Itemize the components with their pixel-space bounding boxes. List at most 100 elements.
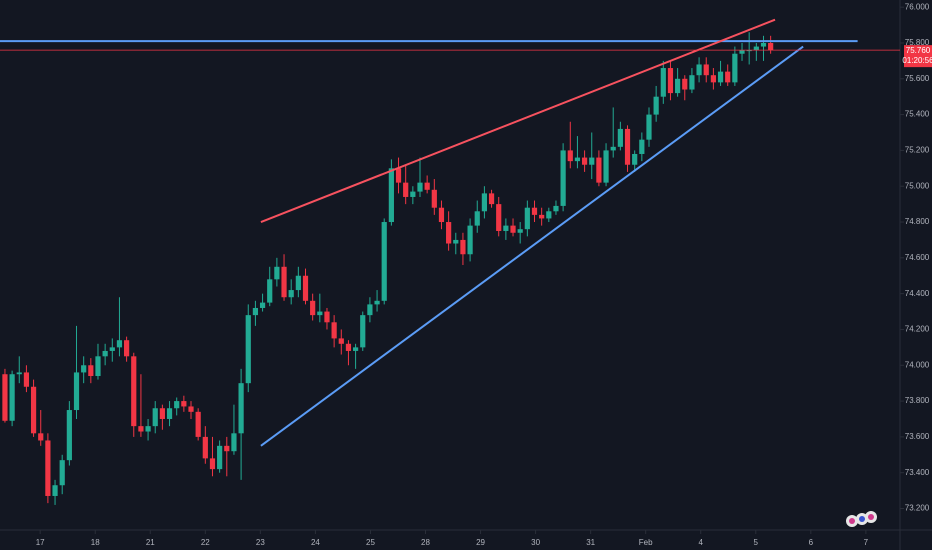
x-tick-label: 29 bbox=[476, 538, 485, 547]
candle-body bbox=[245, 315, 251, 384]
y-tick-label: 74.000 bbox=[905, 360, 930, 369]
y-tick-label: 73.800 bbox=[905, 396, 930, 405]
x-tick-label: 21 bbox=[146, 538, 155, 547]
candle-body bbox=[59, 460, 65, 486]
candle-body bbox=[188, 406, 194, 412]
candle-body bbox=[646, 114, 652, 140]
candle-body bbox=[381, 222, 387, 301]
candle-body bbox=[632, 153, 638, 165]
candle-body bbox=[109, 347, 115, 351]
candle-body bbox=[596, 157, 602, 183]
x-tick-label: 6 bbox=[809, 538, 814, 547]
candle-body bbox=[338, 338, 344, 344]
candle-body bbox=[524, 207, 530, 230]
candle-body bbox=[331, 322, 337, 339]
candle-body bbox=[603, 150, 609, 183]
candle-body bbox=[388, 168, 394, 223]
logo-dot bbox=[868, 514, 874, 520]
y-tick-label: 75.800 bbox=[905, 38, 930, 47]
candle-body bbox=[138, 426, 144, 432]
candle-body bbox=[639, 139, 645, 154]
y-tick-label: 76.000 bbox=[905, 2, 930, 11]
candle-body bbox=[159, 408, 165, 419]
candle-body bbox=[481, 193, 488, 212]
y-tick-label: 75.400 bbox=[905, 110, 930, 119]
candle-body bbox=[431, 189, 437, 208]
candle-body bbox=[81, 365, 87, 373]
candle-body bbox=[66, 410, 72, 461]
candle-body bbox=[496, 204, 502, 231]
candle-body bbox=[703, 64, 709, 76]
candle-body bbox=[252, 307, 259, 316]
candle-body bbox=[517, 229, 523, 233]
candle-body bbox=[374, 300, 380, 305]
candle-body bbox=[760, 42, 767, 47]
candle-body bbox=[553, 205, 559, 212]
candle-body bbox=[395, 168, 402, 183]
candle-body bbox=[453, 239, 459, 244]
candle-body bbox=[116, 340, 123, 348]
candle-body bbox=[145, 426, 151, 432]
candle-body bbox=[567, 150, 573, 162]
x-tick-label: 4 bbox=[699, 538, 704, 547]
candle-body bbox=[617, 128, 623, 147]
candle-body bbox=[360, 315, 366, 348]
candle-body bbox=[460, 239, 466, 255]
candle-body bbox=[446, 222, 452, 244]
candle-body bbox=[474, 211, 480, 226]
y-tick-label: 73.200 bbox=[905, 504, 930, 513]
candle-body bbox=[174, 401, 180, 409]
y-tick-label: 75.200 bbox=[905, 146, 930, 155]
logo-dot bbox=[849, 518, 855, 524]
candle-body bbox=[152, 408, 158, 427]
logo-dot bbox=[859, 516, 865, 522]
x-tick-label: 18 bbox=[91, 538, 100, 547]
candle-body bbox=[30, 386, 37, 434]
candle-body bbox=[717, 71, 724, 83]
candle-body bbox=[510, 225, 516, 233]
candle-body bbox=[403, 182, 409, 197]
candle-body bbox=[195, 411, 201, 437]
logo bbox=[846, 511, 877, 527]
candle-body bbox=[574, 157, 581, 162]
candle-body bbox=[317, 311, 323, 316]
candle-body bbox=[88, 365, 94, 377]
candle-body bbox=[352, 347, 359, 351]
y-tick-label: 73.400 bbox=[905, 468, 930, 477]
candle-body bbox=[38, 433, 44, 441]
candle-body bbox=[675, 78, 681, 94]
candle-body bbox=[259, 302, 266, 308]
candle-body bbox=[424, 182, 430, 190]
candle-body bbox=[181, 401, 187, 407]
candle-body bbox=[166, 408, 173, 419]
x-tick-label: 31 bbox=[586, 538, 595, 547]
candle-body bbox=[2, 374, 8, 421]
candle-body bbox=[345, 343, 352, 351]
candle-body bbox=[295, 275, 301, 291]
candle-body bbox=[696, 64, 702, 76]
candle-body bbox=[231, 433, 237, 452]
candle-body bbox=[539, 214, 545, 219]
candle-body bbox=[467, 225, 473, 255]
y-tick-label: 75.600 bbox=[905, 74, 930, 83]
x-tick-label: 24 bbox=[311, 538, 320, 547]
candle-body bbox=[610, 146, 616, 151]
x-tick-label: Feb bbox=[639, 538, 653, 547]
candle-body bbox=[367, 304, 373, 316]
candle-body bbox=[131, 356, 137, 427]
x-tick-label: 28 bbox=[421, 538, 430, 547]
x-tick-label: 22 bbox=[201, 538, 210, 547]
candle-body bbox=[410, 191, 416, 197]
candle-body bbox=[209, 458, 216, 470]
candle-body bbox=[768, 42, 774, 51]
trend-line bbox=[260, 45, 804, 447]
candle-body bbox=[95, 356, 101, 377]
candle-body bbox=[45, 440, 51, 496]
candle-body bbox=[73, 372, 80, 411]
candle-body bbox=[624, 128, 631, 165]
candle-body bbox=[503, 225, 509, 231]
y-tick-label: 74.400 bbox=[905, 289, 930, 298]
candle-body bbox=[102, 350, 108, 357]
